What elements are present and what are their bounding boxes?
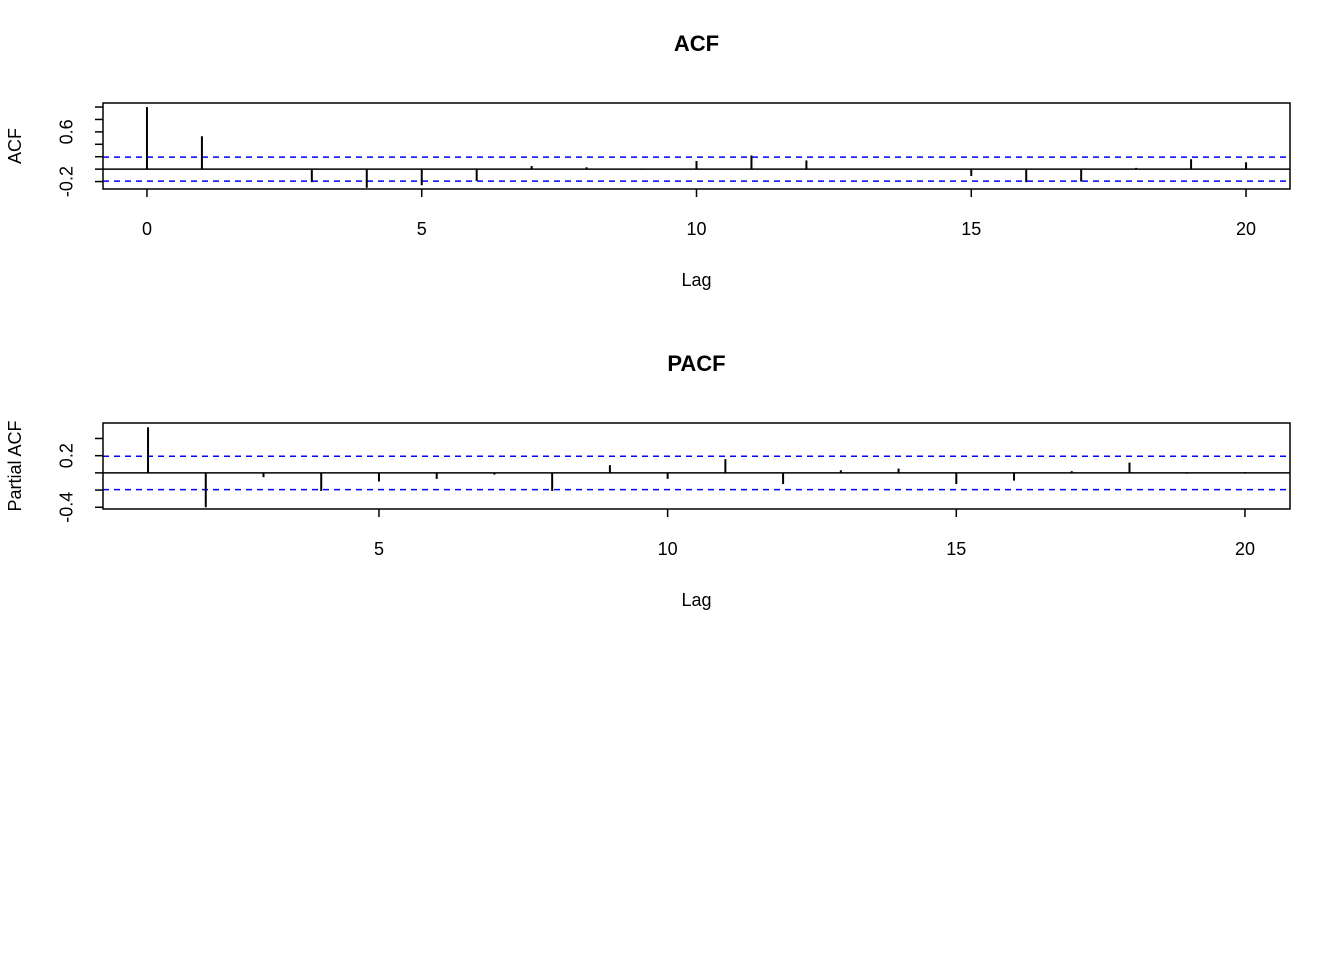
y-tick-label: -0.4 (57, 492, 77, 523)
x-tick-label: 15 (961, 219, 981, 239)
x-tick-label: 20 (1235, 539, 1255, 559)
x-tick-label: 10 (658, 539, 678, 559)
y-tick-label: -0.2 (57, 166, 77, 197)
y-tick-label: 0.6 (57, 119, 77, 144)
y-axis-label: Partial ACF (5, 420, 25, 511)
chart-title: PACF (667, 351, 725, 376)
x-axis-label: Lag (681, 590, 711, 610)
plot-frame (102, 422, 1291, 510)
x-tick-label: 15 (946, 539, 966, 559)
x-tick-label: 5 (417, 219, 427, 239)
chart-title: ACF (674, 31, 719, 56)
y-tick-label: 0.2 (57, 443, 77, 468)
x-tick-label: 20 (1236, 219, 1256, 239)
x-tick-label: 5 (374, 539, 384, 559)
x-tick-label: 0 (142, 219, 152, 239)
y-axis-label: ACF (5, 128, 25, 164)
x-tick-label: 10 (686, 219, 706, 239)
x-axis-label: Lag (681, 270, 711, 290)
plot-frame (102, 102, 1291, 190)
